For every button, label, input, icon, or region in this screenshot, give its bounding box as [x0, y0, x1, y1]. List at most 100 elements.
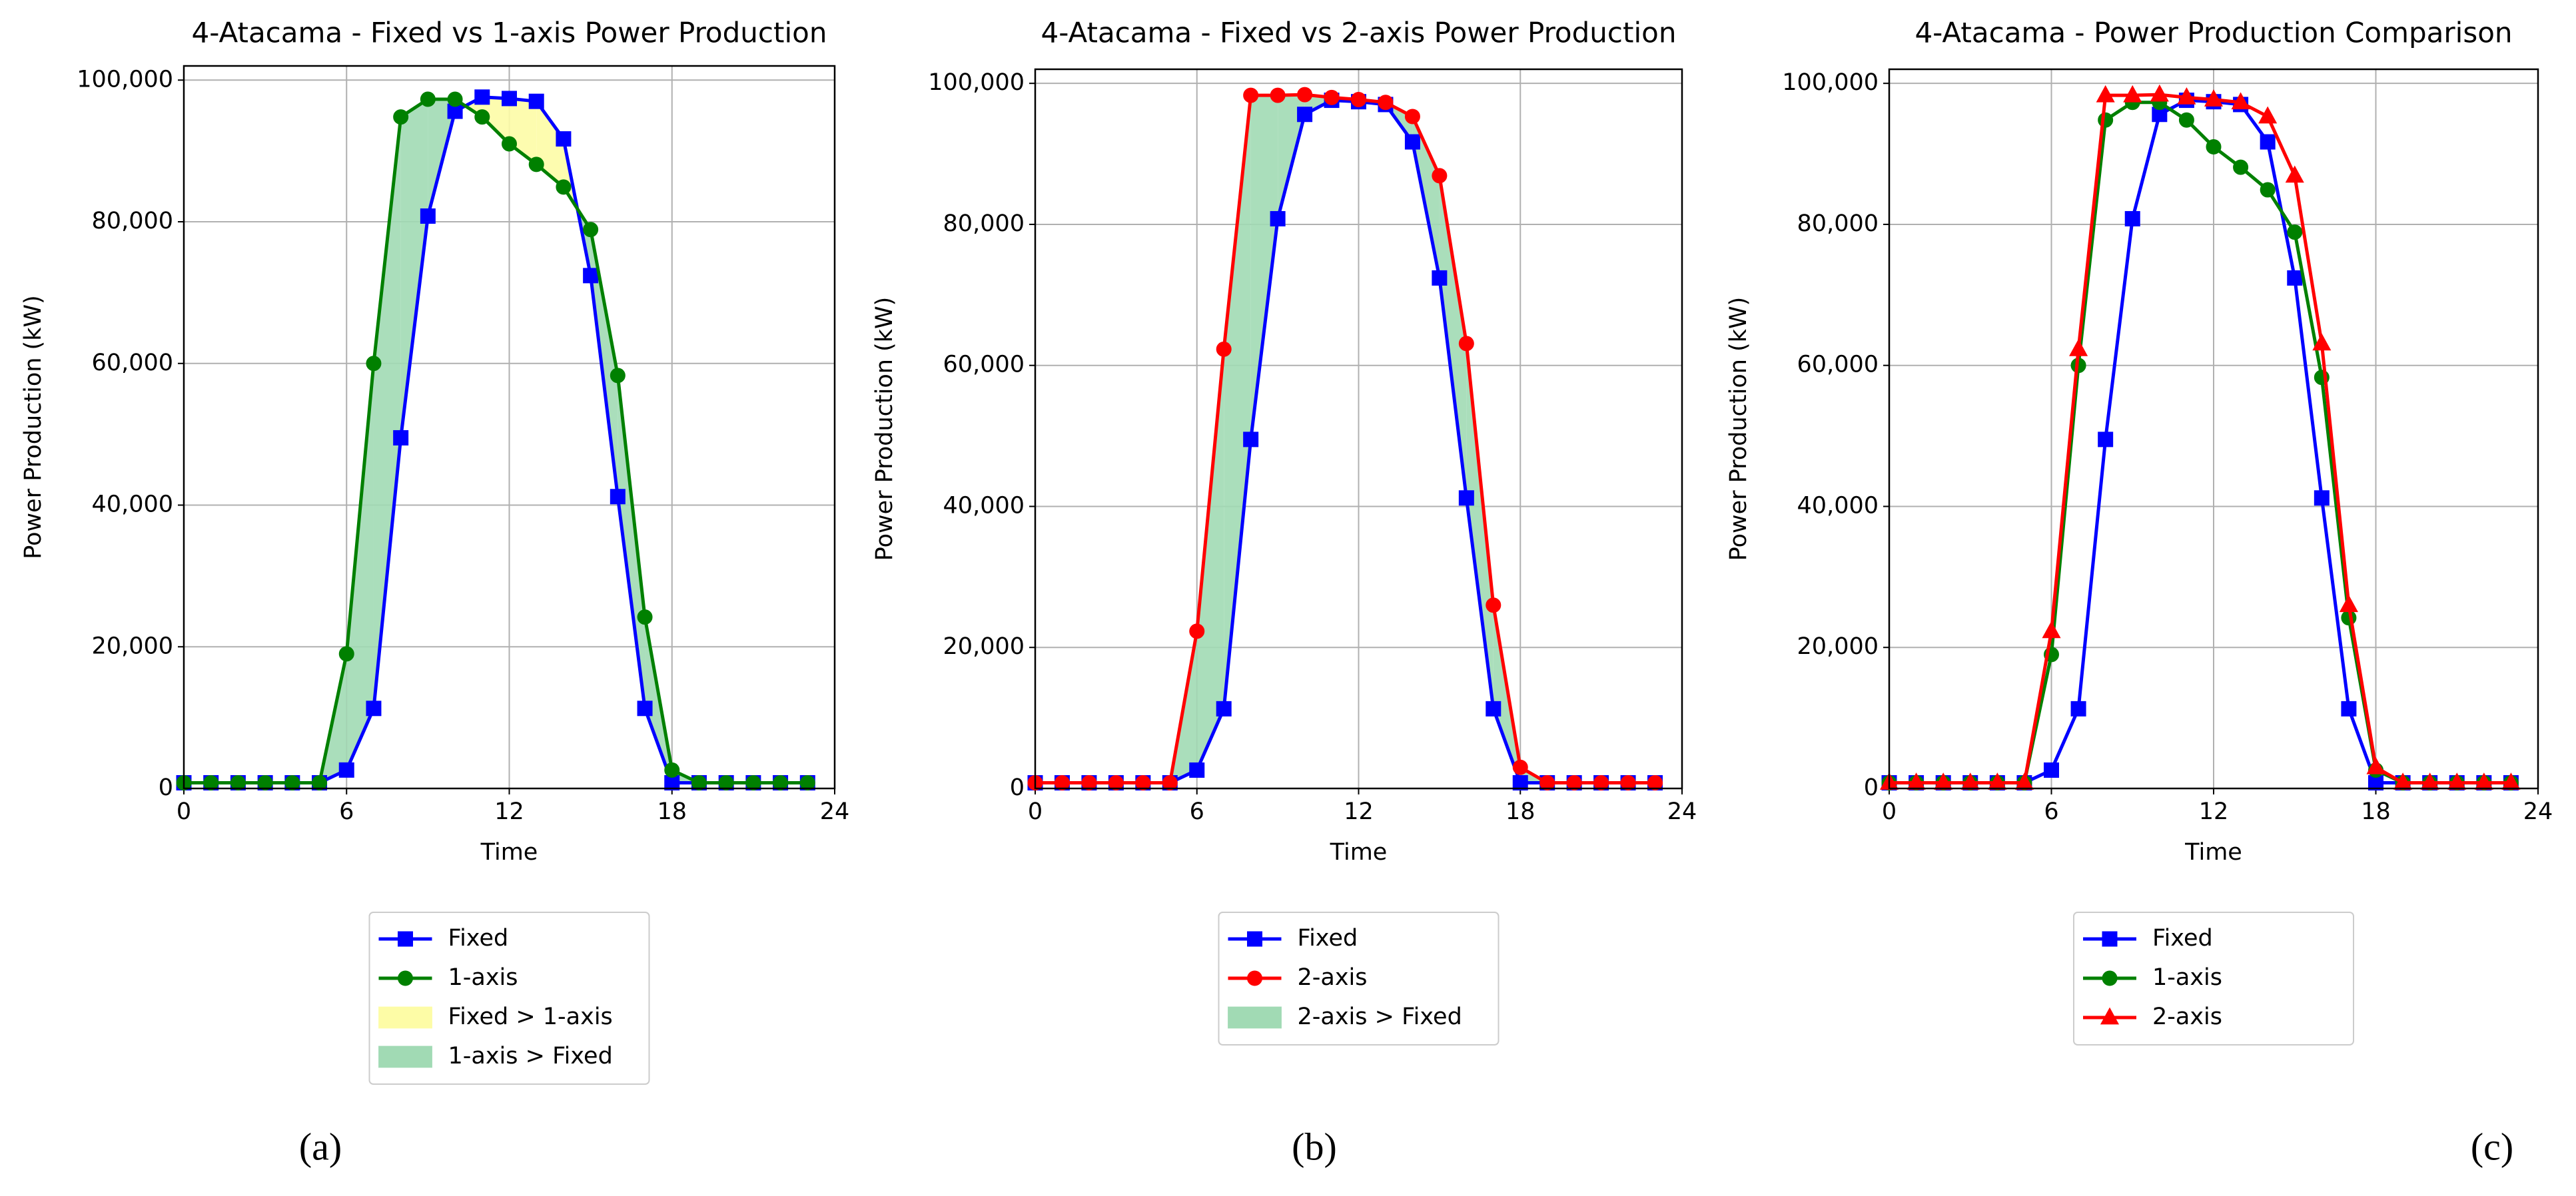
data-point	[2287, 270, 2303, 286]
data-point	[2260, 182, 2276, 198]
subplot: 0 20,000 40,000 60,000 80,000 100,000 0 6 12 18 24…	[20, 17, 849, 1169]
data-point	[502, 136, 517, 152]
data-point	[2150, 84, 2169, 102]
data-point	[230, 774, 246, 790]
y-tick-label: 40,000	[943, 492, 1025, 519]
legend-label: 2-axis	[1298, 964, 1368, 991]
legend-label: Fixed	[448, 925, 509, 952]
data-point	[2177, 87, 2196, 105]
series-line	[1035, 93, 1655, 785]
y-tick-label: 20,000	[943, 633, 1025, 660]
data-point	[1458, 336, 1474, 352]
data-point	[447, 91, 463, 107]
panel-caption: (c)	[2471, 1125, 2513, 1168]
data-point	[1512, 775, 1528, 791]
series-line	[184, 97, 808, 784]
y-tick-label: 20,000	[1797, 633, 1879, 660]
data-point	[1297, 107, 1313, 123]
data-point	[2366, 756, 2385, 774]
x-tick-label: 18	[1505, 798, 1535, 825]
data-point	[1243, 87, 1259, 103]
data-point	[1960, 772, 1980, 790]
data-point	[610, 489, 626, 505]
x-tick-label: 24	[1667, 798, 1697, 825]
data-point	[528, 156, 544, 172]
data-point	[2231, 92, 2250, 110]
panel-caption: (a)	[299, 1125, 342, 1168]
data-point	[2098, 112, 2114, 128]
y-axis-label: Power Production (kW)	[871, 297, 898, 561]
data-point	[2014, 772, 2034, 790]
data-point	[1620, 775, 1636, 791]
data-point	[502, 91, 517, 107]
data-point	[203, 774, 219, 790]
fill-area	[482, 97, 510, 145]
data-point	[420, 208, 436, 224]
x-axis-label: Time	[2184, 839, 2242, 866]
data-point	[1216, 701, 1232, 717]
chart-title: 4-Atacama - Fixed vs 2-axis Power Produc…	[1041, 17, 1677, 49]
data-point	[1404, 134, 1420, 150]
legend-label: 2-axis	[2152, 1004, 2222, 1030]
panel-caption: (b)	[1292, 1125, 1337, 1168]
data-point	[2123, 85, 2142, 103]
x-tick-label: 24	[820, 798, 850, 825]
data-point	[2124, 210, 2140, 226]
data-point	[366, 701, 382, 717]
data-point	[691, 774, 707, 790]
data-point	[1512, 759, 1528, 775]
data-point	[1270, 87, 1286, 103]
fill-area	[618, 375, 645, 709]
legend-label: 2-axis > Fixed	[1298, 1004, 1462, 1030]
data-point	[799, 774, 815, 790]
x-tick-label: 0	[177, 798, 191, 825]
axes-frame	[183, 65, 836, 790]
data-point	[2420, 772, 2439, 790]
y-tick-label: 100,000	[77, 66, 173, 93]
x-tick-label: 12	[494, 798, 524, 825]
y-tick-label: 80,000	[943, 210, 1025, 237]
data-point	[2098, 432, 2114, 448]
data-point	[1432, 270, 1448, 286]
y-tick-label: 0	[1010, 774, 1025, 801]
data-point	[2314, 490, 2330, 506]
series-line	[1889, 101, 2511, 785]
legend-swatch	[1228, 1006, 1282, 1029]
y-axis-label: Power Production (kW)	[20, 295, 47, 559]
data-point	[1486, 701, 1502, 717]
data-point	[474, 89, 490, 105]
fill-area	[1466, 343, 1494, 709]
fill-area	[373, 117, 401, 709]
y-tick-label: 60,000	[1797, 352, 1879, 378]
legend-label: Fixed	[1298, 925, 1358, 952]
y-tick-label: 40,000	[92, 491, 173, 518]
data-point	[1539, 775, 1555, 791]
legend-label: 1-axis > Fixed	[448, 1043, 613, 1069]
x-tick-label: 0	[1028, 798, 1043, 825]
fill-area	[346, 363, 374, 770]
y-tick-label: 100,000	[928, 69, 1025, 96]
data-point	[745, 774, 761, 790]
fill-area	[1439, 175, 1467, 498]
series-line	[1889, 93, 2511, 785]
data-point	[2341, 701, 2357, 717]
data-point	[2260, 134, 2276, 150]
data-point	[1432, 168, 1448, 184]
x-tick-label: 18	[2361, 798, 2391, 825]
data-point	[583, 268, 599, 284]
y-tick-label: 60,000	[943, 352, 1025, 378]
data-point	[312, 774, 328, 790]
data-point	[1351, 92, 1366, 108]
data-point	[338, 762, 354, 778]
data-point	[1458, 490, 1474, 506]
fill-area	[1224, 95, 1251, 709]
data-point	[1566, 775, 1582, 791]
data-point	[393, 109, 409, 125]
x-tick-label: 6	[2044, 798, 2058, 825]
y-tick-label: 60,000	[92, 350, 173, 376]
x-tick-label: 0	[1882, 798, 1897, 825]
data-point	[718, 774, 734, 790]
data-point	[556, 131, 572, 147]
y-tick-label: 40,000	[1797, 492, 1879, 519]
series-line	[1035, 99, 1655, 785]
